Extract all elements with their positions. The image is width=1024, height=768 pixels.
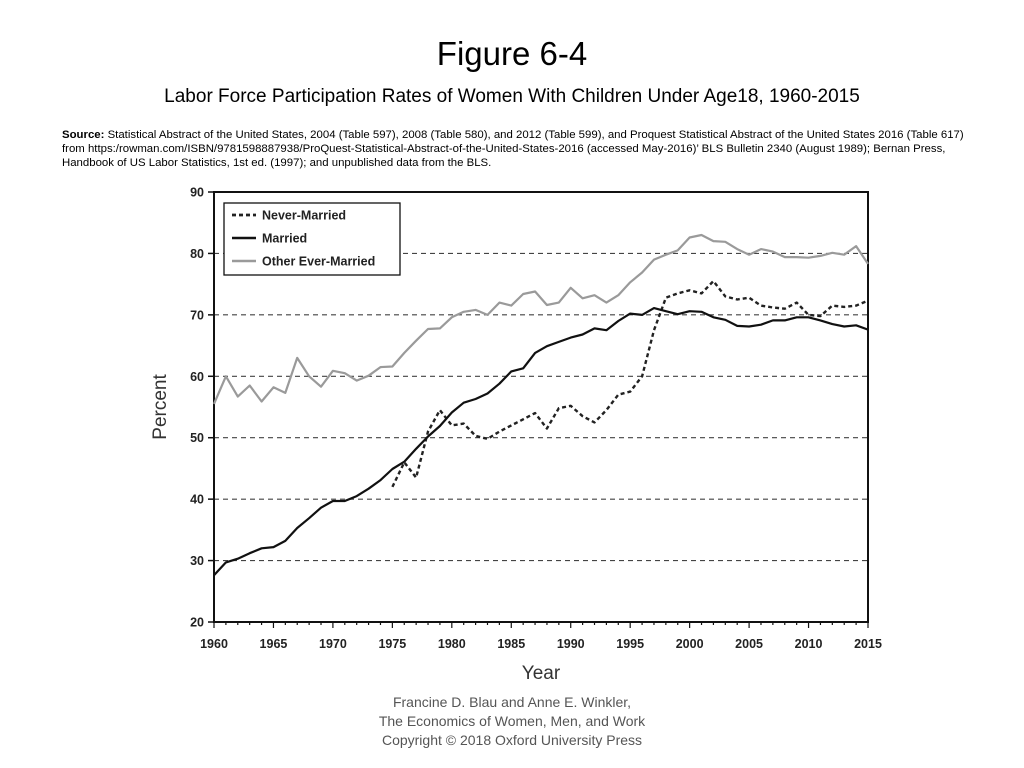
footer-copyright: Copyright © 2018 Oxford University Press xyxy=(381,732,643,748)
legend-label-married: Married xyxy=(262,232,307,246)
footer-authors: Francine D. Blau and Anne E. Winkler, xyxy=(392,694,632,710)
x-tick-label: 2010 xyxy=(795,637,823,651)
y-tick-label: 40 xyxy=(190,493,204,507)
legend-label-never-married: Never-Married xyxy=(262,209,346,223)
x-tick-label: 1965 xyxy=(260,637,288,651)
y-tick-label: 60 xyxy=(190,370,204,384)
legend: Never-Married Married Other Ever-Married xyxy=(223,202,401,276)
footer-credit: Francine D. Blau and Anne E. Winkler, Th… xyxy=(0,693,1024,750)
y-axis-label: Percent xyxy=(150,374,171,440)
source-label: Source: xyxy=(62,129,105,141)
plot-frame xyxy=(213,191,869,623)
series-line-other-ever-married xyxy=(212,233,869,405)
y-tick-label: 30 xyxy=(190,554,204,568)
x-tick-label: 2000 xyxy=(676,637,704,651)
x-tick-label: 1970 xyxy=(319,637,347,651)
figure-title: Figure 6-4 xyxy=(436,35,588,72)
footer-book-title: The Economics of Women, Men, and Work xyxy=(378,713,646,729)
x-tick-label: 2005 xyxy=(735,637,763,651)
y-tick-label: 80 xyxy=(190,247,204,261)
series-lines xyxy=(212,233,869,577)
x-tick-label: 2015 xyxy=(854,637,882,651)
x-tick-label: 1985 xyxy=(497,637,525,651)
axis-ticks: 20 30 40 50 60 70 80 90 1960 1965 1970 1975 1980 1985… xyxy=(190,186,882,652)
x-tick-label: 1975 xyxy=(378,637,406,651)
y-tick-label: 20 xyxy=(190,616,204,630)
y-tick-label: 90 xyxy=(190,186,204,200)
figure-subtitle: Labor Force Participation Rates of Women… xyxy=(164,86,860,107)
y-tick-label: 50 xyxy=(190,431,204,445)
source-note: Source: Statistical Abstract of the Unit… xyxy=(62,128,982,170)
series-line-married xyxy=(213,307,869,577)
y-tick-label: 70 xyxy=(190,308,204,322)
x-axis-label: Year xyxy=(522,663,561,684)
series-line-never-married xyxy=(391,279,869,488)
x-tick-label: 1990 xyxy=(557,637,585,651)
source-text: Statistical Abstract of the United State… xyxy=(62,129,964,169)
legend-label-other-ever-married: Other Ever-Married xyxy=(262,255,375,269)
x-tick-label: 1960 xyxy=(200,637,228,651)
x-tick-label: 1995 xyxy=(616,637,644,651)
x-tick-label: 1980 xyxy=(438,637,466,651)
